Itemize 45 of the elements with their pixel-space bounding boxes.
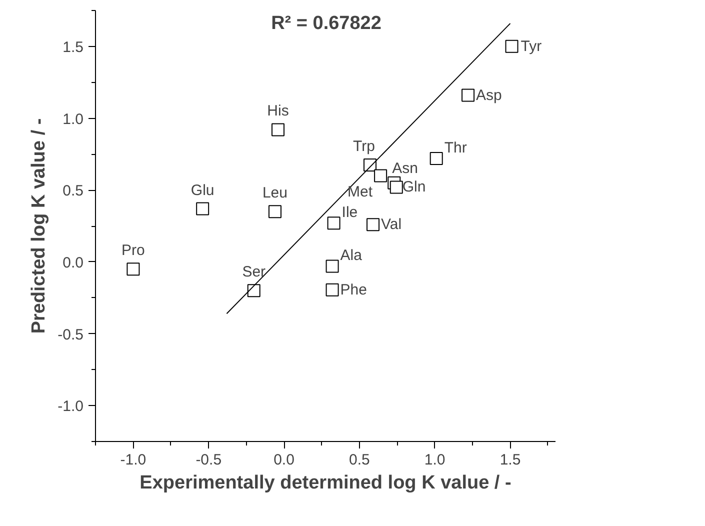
point: [366, 218, 380, 232]
annotation: R² = 0.67822: [271, 12, 382, 34]
annotation: Thr: [444, 139, 467, 156]
x-tick-label: 1.5: [500, 452, 521, 468]
annotation: Trp: [353, 138, 375, 155]
annotation: Pro: [122, 242, 145, 260]
x-axis-title: Experimentally determined log K value / -: [140, 472, 512, 494]
annotation: Tyr: [520, 38, 542, 55]
x-tick-label: -1.0: [120, 452, 146, 468]
x-tick-label: 0.0: [274, 452, 294, 468]
x-tick-label: -0.5: [196, 452, 222, 468]
point: [327, 216, 340, 230]
annotation: Phe: [340, 281, 367, 298]
y-tick-label: 1.0: [62, 110, 84, 128]
point: [126, 262, 140, 276]
annotation: Gln: [402, 178, 426, 196]
point: [505, 40, 518, 53]
x-tick-label: 0.5: [349, 452, 370, 468]
point: [271, 123, 284, 136]
annotation: Asn: [392, 160, 418, 177]
point: [462, 88, 475, 102]
point: [430, 152, 443, 165]
y-tick-label: -1.0: [58, 398, 84, 416]
y-tick-label: 0.5: [62, 182, 84, 200]
annotation: Ala: [340, 247, 363, 264]
point: [247, 284, 260, 298]
annotation: Ser: [242, 264, 266, 281]
point: [374, 169, 388, 182]
point: [326, 260, 339, 273]
annotation: Glu: [190, 182, 214, 199]
annotation: Val: [381, 216, 402, 234]
x-tick-label: 1.0: [424, 452, 446, 468]
y-tick-label: 0.0: [62, 254, 84, 272]
annotation: His: [267, 102, 289, 120]
y-axis-title: Predicted log K value / -: [28, 118, 50, 334]
point: [268, 205, 282, 218]
annotation: Ile: [342, 204, 358, 222]
annotation: Met: [348, 184, 374, 201]
annotation: Asp: [476, 86, 502, 104]
y-tick-label: -0.5: [58, 326, 84, 344]
annotation: Leu: [262, 184, 288, 202]
point: [326, 283, 339, 296]
point: [196, 202, 210, 216]
y-tick-label: 1.5: [62, 38, 84, 56]
point: [390, 180, 403, 194]
